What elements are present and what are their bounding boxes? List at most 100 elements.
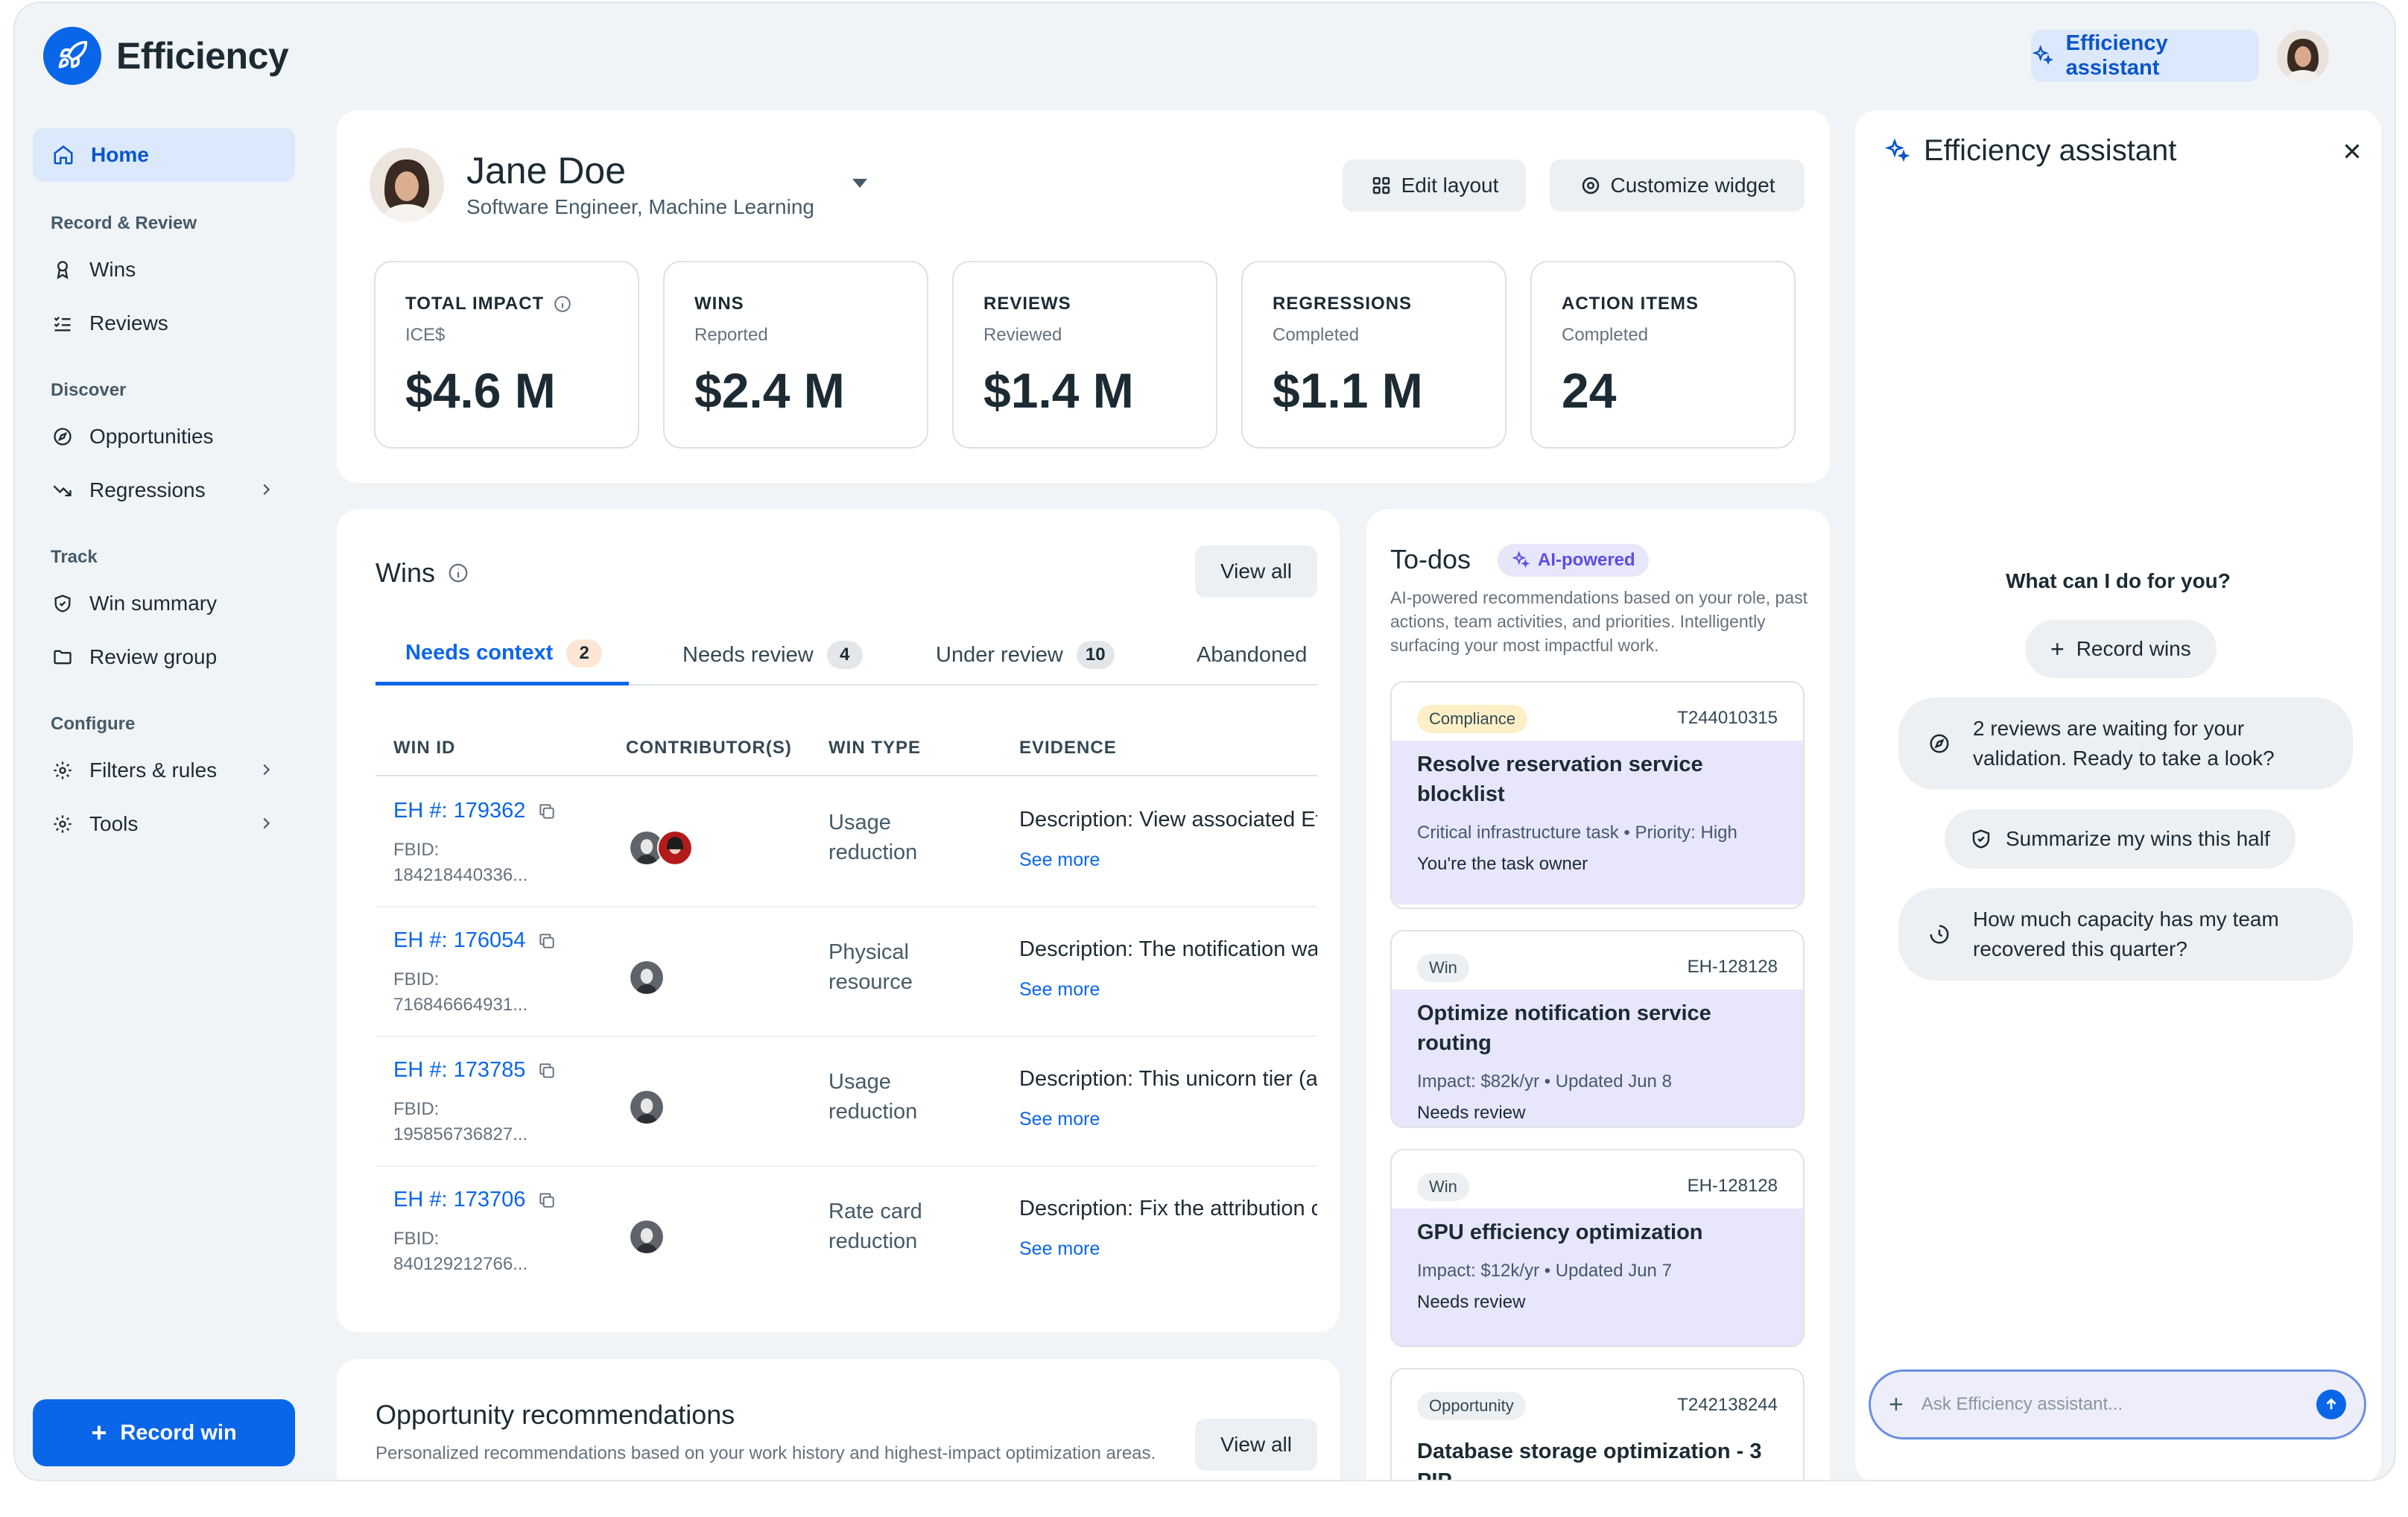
todos-subtitle: AI-powered recommendations based on your… bbox=[1390, 588, 1807, 655]
suggestion-summarize-wins[interactable]: Summarize my wins this half bbox=[1945, 809, 2295, 869]
todos-title: To-dos bbox=[1390, 544, 1471, 574]
sidebar-item-opportunities[interactable]: Opportunities bbox=[33, 413, 295, 460]
metric-label: TOTAL IMPACT bbox=[405, 294, 545, 314]
history-icon bbox=[1930, 925, 1949, 944]
suggestion-reviews-waiting[interactable]: 2 reviews are waiting for your validatio… bbox=[1898, 697, 2353, 790]
column-header-contributors[interactable]: CONTRIBUTOR(S) bbox=[626, 738, 792, 758]
view-all-label: View all bbox=[1220, 1433, 1292, 1456]
chevron-right-icon bbox=[263, 817, 270, 829]
caret-down-icon[interactable] bbox=[849, 176, 870, 191]
tab-abandoned[interactable]: Abandoned bbox=[1197, 624, 1307, 685]
todo-status: Needs review bbox=[1417, 1103, 1526, 1123]
contributor-avatar[interactable] bbox=[657, 830, 693, 866]
suggestion-record-wins[interactable]: + Record wins bbox=[2025, 620, 2217, 678]
tab-needs-review[interactable]: Needs review 4 bbox=[682, 624, 863, 685]
close-icon[interactable] bbox=[2339, 139, 2365, 164]
todo-tag: Opportunity bbox=[1417, 1392, 1526, 1420]
win-id-link[interactable]: EH #: 173706 bbox=[393, 1188, 526, 1212]
assistant-input[interactable]: Ask Efficiency assistant... bbox=[1921, 1394, 2123, 1414]
todo-item[interactable]: Opportunity T242138244 Database storage … bbox=[1390, 1368, 1805, 1480]
edit-layout-button[interactable]: Edit layout bbox=[1343, 159, 1526, 212]
sidebar-item-label: Filters & rules bbox=[89, 758, 218, 782]
sidebar-item-wins[interactable]: Wins bbox=[33, 246, 295, 294]
tab-label: Needs context bbox=[405, 641, 554, 665]
see-more-link[interactable]: See more bbox=[1019, 979, 1100, 1000]
win-id-link[interactable]: EH #: 179362 bbox=[393, 799, 526, 823]
win-id-link[interactable]: EH #: 173785 bbox=[393, 1058, 526, 1082]
todo-tag: Win bbox=[1417, 954, 1469, 982]
metric-regressions[interactable]: REGRESSIONS Completed $1.1 M bbox=[1241, 261, 1506, 449]
column-header-win-id[interactable]: WIN ID bbox=[393, 738, 456, 758]
metric-reviews[interactable]: REVIEWS Reviewed $1.4 M bbox=[952, 261, 1217, 449]
sidebar-item-regressions[interactable]: Regressions bbox=[33, 466, 295, 514]
info-icon[interactable] bbox=[447, 562, 469, 584]
copy-icon[interactable] bbox=[537, 1191, 557, 1210]
table-row[interactable]: EH #: 173706 FBID: 840129212766... Rate c… bbox=[376, 1167, 1317, 1296]
wins-view-all-button[interactable]: View all bbox=[1195, 545, 1317, 598]
todo-id: EH-128128 bbox=[1687, 1176, 1778, 1196]
evidence-text: Description: View associated Ef bbox=[1019, 808, 1317, 832]
todo-title: GPU efficiency optimization bbox=[1417, 1220, 1703, 1244]
table-row[interactable]: EH #: 173785 FBID: 195856736827... Usage … bbox=[376, 1037, 1317, 1167]
todo-title: Optimize notification service routing bbox=[1417, 1001, 1711, 1055]
send-button[interactable] bbox=[2316, 1390, 2346, 1419]
copy-icon[interactable] bbox=[537, 1061, 557, 1080]
metric-total-impact[interactable]: TOTAL IMPACT ICE$ $4.6 M bbox=[374, 261, 639, 449]
efficiency-assistant-button[interactable]: Efficiency assistant bbox=[2031, 30, 2259, 82]
customize-widget-button[interactable]: Customize widget bbox=[1550, 159, 1805, 212]
sidebar-item-label: Reviews bbox=[89, 311, 168, 335]
contributor-avatar[interactable] bbox=[629, 960, 665, 995]
sidebar-section-record-review: Record & Review bbox=[51, 213, 197, 233]
suggestion-label: How much capacity has my team recovered … bbox=[1973, 908, 2279, 960]
assistant-panel bbox=[1855, 110, 2381, 1480]
metric-value: 24 bbox=[1562, 363, 1617, 418]
copy-icon[interactable] bbox=[537, 802, 557, 821]
contributor-avatar[interactable] bbox=[629, 1089, 665, 1125]
sidebar-section-track: Track bbox=[51, 547, 98, 567]
sidebar-item-home[interactable]: Home bbox=[33, 128, 295, 182]
see-more-link[interactable]: See more bbox=[1019, 849, 1100, 870]
ai-powered-badge: AI-powered bbox=[1498, 544, 1649, 577]
add-attachment-icon[interactable]: + bbox=[1889, 1390, 1904, 1419]
view-all-label: View all bbox=[1220, 560, 1292, 583]
wins-table-header: WIN ID CONTRIBUTOR(S) WIN TYPE EVIDENCE bbox=[376, 718, 1317, 776]
metric-action-items[interactable]: ACTION ITEMS Completed 24 bbox=[1530, 261, 1796, 449]
opportunity-recommendations-card bbox=[337, 1359, 1340, 1480]
opportunity-view-all-button[interactable]: View all bbox=[1195, 1419, 1317, 1471]
tab-under-review[interactable]: Under review 10 bbox=[936, 624, 1115, 685]
sidebar-item-review-group[interactable]: Review group bbox=[33, 633, 295, 681]
metric-label: ACTION ITEMS bbox=[1562, 294, 1699, 314]
column-header-win-type[interactable]: WIN TYPE bbox=[828, 738, 922, 758]
table-row[interactable]: EH #: 176054 FBID: 716846664931... Physic… bbox=[376, 908, 1317, 1037]
contributor-avatar[interactable] bbox=[629, 1219, 665, 1255]
todo-item[interactable]: Win EH-128128 GPU efficiency optimizatio… bbox=[1390, 1149, 1805, 1347]
assistant-header: Efficiency assistant bbox=[1883, 134, 2176, 168]
suggestion-team-capacity[interactable]: How much capacity has my team recovered … bbox=[1898, 888, 2353, 981]
assistant-input-bar[interactable]: + Ask Efficiency assistant... bbox=[1869, 1369, 2366, 1440]
win-id-link[interactable]: EH #: 176054 bbox=[393, 928, 526, 952]
column-header-evidence[interactable]: EVIDENCE bbox=[1019, 738, 1117, 758]
sidebar-item-tools[interactable]: Tools bbox=[33, 800, 295, 848]
sidebar-item-filters-rules[interactable]: Filters & rules bbox=[33, 747, 295, 794]
todo-item[interactable]: Win EH-128128 Optimize notification serv… bbox=[1390, 930, 1805, 1128]
gear-icon bbox=[54, 815, 72, 833]
todo-id: T244010315 bbox=[1677, 708, 1778, 728]
metric-wins[interactable]: WINS Reported $2.4 M bbox=[663, 261, 928, 449]
sidebar-item-win-summary[interactable]: Win summary bbox=[33, 580, 295, 627]
record-win-button[interactable]: + Record win bbox=[33, 1399, 295, 1466]
todo-status: You're the task owner bbox=[1417, 854, 1588, 874]
copy-icon[interactable] bbox=[537, 931, 557, 951]
metric-label: WINS bbox=[694, 294, 744, 314]
tab-needs-context[interactable]: Needs context 2 bbox=[376, 624, 629, 685]
fbid-label: FBID: bbox=[393, 969, 440, 989]
user-avatar[interactable] bbox=[2277, 30, 2329, 82]
app-logo[interactable]: Efficiency bbox=[43, 27, 289, 85]
info-icon[interactable] bbox=[553, 294, 572, 314]
folder-icon bbox=[54, 650, 72, 665]
todo-item[interactable]: Compliance T244010315 Resolve reservatio… bbox=[1390, 681, 1805, 909]
sidebar-item-reviews[interactable]: Reviews bbox=[33, 300, 295, 347]
see-more-link[interactable]: See more bbox=[1019, 1109, 1100, 1130]
table-row[interactable]: EH #: 179362 FBID: 184218440336... Usage … bbox=[376, 778, 1317, 908]
metric-value: $4.6 M bbox=[405, 363, 556, 418]
see-more-link[interactable]: See more bbox=[1019, 1238, 1100, 1259]
